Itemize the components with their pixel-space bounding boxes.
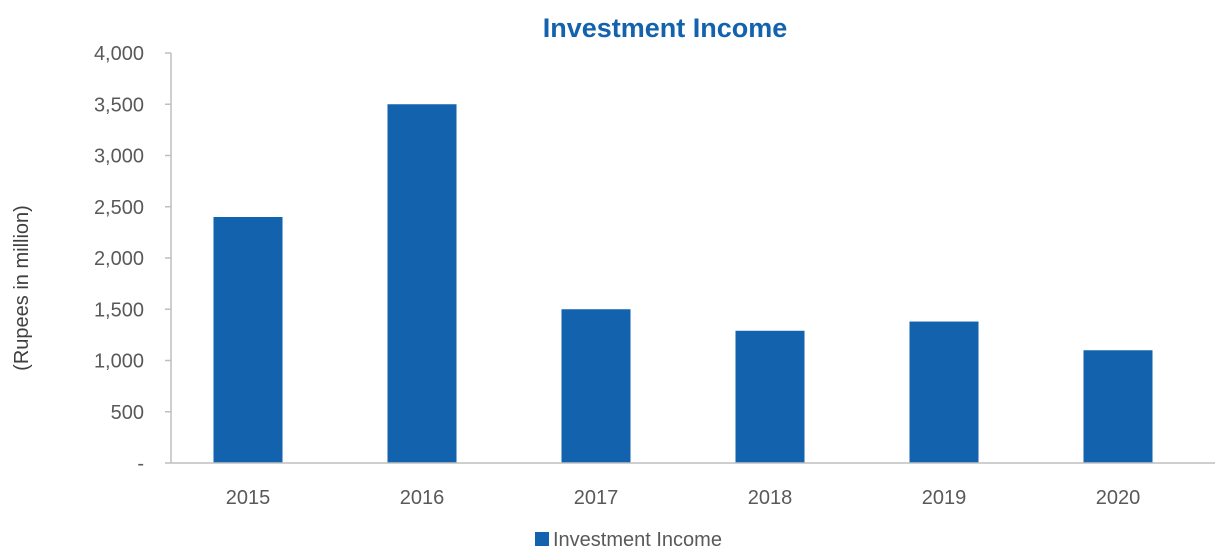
x-tick-label: 2017 [574, 487, 619, 509]
x-axis-ticks: 2015 2016 2017 2018 2019 2020 [226, 487, 1141, 509]
x-tick-label: 2015 [226, 487, 271, 509]
x-tick-label: 2018 [748, 487, 793, 509]
y-tick-label: 2,000 [94, 248, 144, 270]
y-axis-ticks: - 500 1,000 1,500 2,000 2,500 3,000 3,500 4,000 [94, 43, 171, 475]
bar-2016 [387, 104, 457, 463]
x-tick-label: 2020 [1096, 487, 1141, 509]
chart-title: Investment Income [543, 13, 788, 43]
legend-label: Investment Income [553, 529, 722, 549]
bar-2020 [1083, 350, 1153, 463]
y-tick-label: 2,500 [94, 197, 144, 219]
y-tick-label: - [137, 453, 144, 475]
y-tick-label: 1,500 [94, 299, 144, 321]
y-tick-label: 3,000 [94, 146, 144, 168]
y-tick-label: 3,500 [94, 94, 144, 116]
y-tick-label: 1,000 [94, 351, 144, 373]
legend-swatch [535, 532, 549, 546]
bar-2017 [561, 309, 631, 463]
x-tick-label: 2016 [400, 487, 445, 509]
y-tick-label: 4,000 [94, 43, 144, 65]
legend: Investment Income [535, 529, 722, 549]
bar-2015 [213, 217, 283, 463]
x-tick-label: 2019 [922, 487, 967, 509]
y-axis-title: (Rupees in million) [11, 205, 33, 371]
y-tick-label: 500 [111, 402, 144, 424]
bar-2018 [735, 330, 805, 463]
bar-series [213, 104, 1153, 463]
bar-2019 [909, 321, 979, 463]
